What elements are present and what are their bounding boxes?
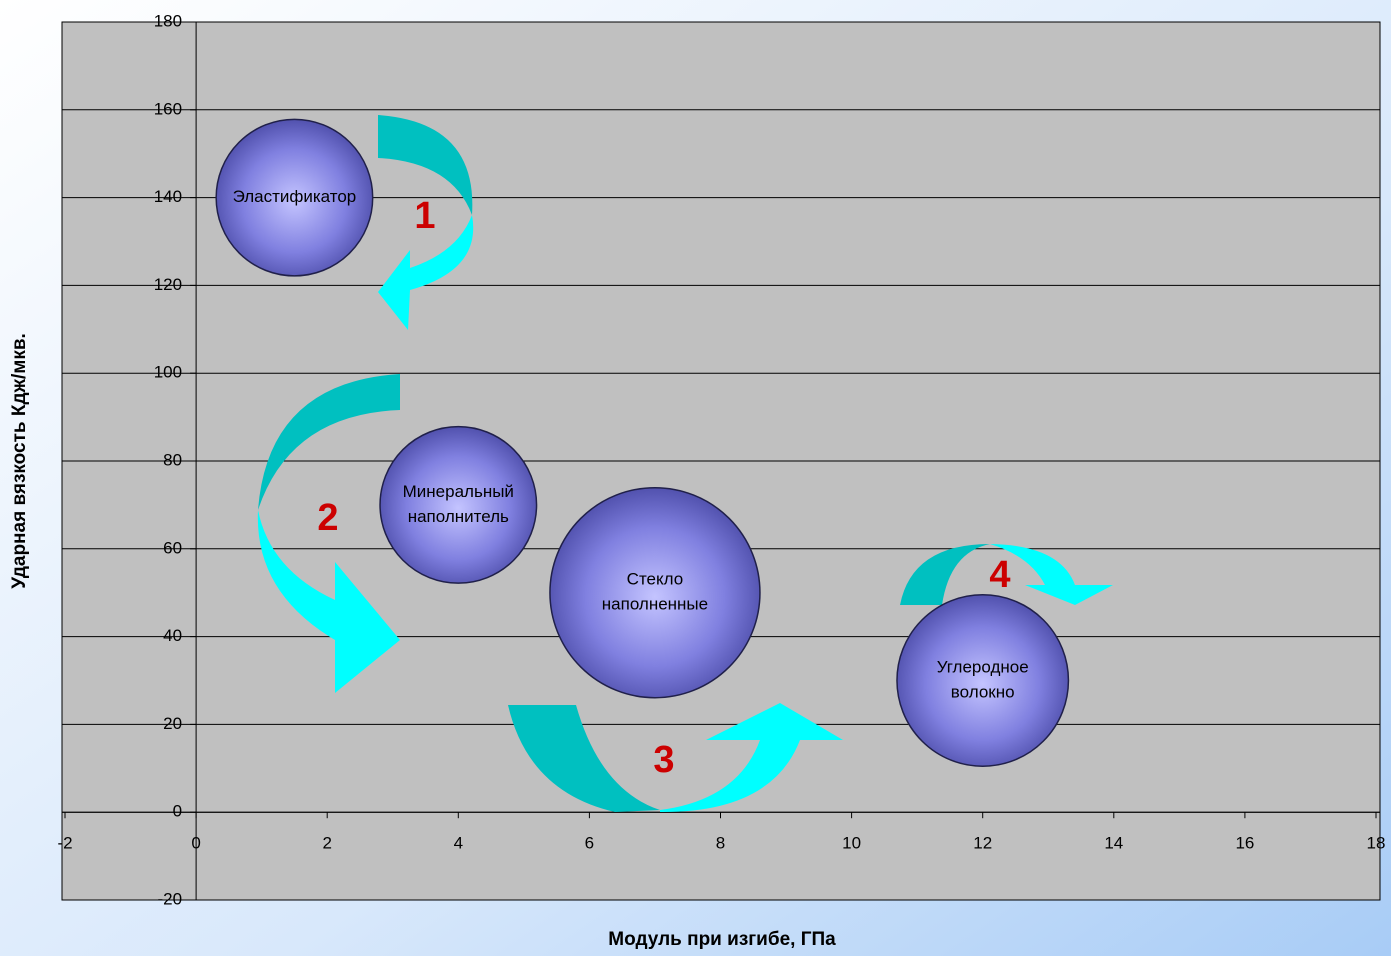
bubble-label: наполненные — [602, 595, 708, 614]
x-tick-label: 8 — [716, 834, 725, 853]
x-axis-title: Модуль при изгибе, ГПа — [608, 929, 836, 950]
bubble-label: волокно — [951, 682, 1015, 701]
y-axis-title: Ударная вязкость Кдж/мкв. — [9, 333, 30, 589]
bubble — [549, 486, 761, 699]
bubble — [896, 594, 1070, 767]
arrow — [378, 115, 473, 215]
bubble-label: Эластификатор — [233, 187, 357, 206]
bubble — [215, 118, 374, 277]
y-tick-label: 100 — [154, 363, 182, 382]
x-tick-label: -2 — [57, 834, 72, 853]
y-tick-label: 160 — [154, 99, 182, 118]
arrow — [258, 374, 400, 510]
step-number: 2 — [317, 497, 338, 539]
y-tick-label: 180 — [154, 11, 182, 30]
bubble-label: Стекло — [627, 570, 684, 589]
step-number: 1 — [414, 195, 435, 237]
arrow — [508, 705, 660, 812]
arrow — [660, 703, 843, 813]
bubble — [379, 425, 538, 584]
arrow — [900, 544, 990, 605]
x-tick-label: 4 — [454, 834, 463, 853]
x-tick-label: 10 — [842, 834, 861, 853]
y-tick-label: 40 — [163, 626, 182, 645]
step-number: 3 — [653, 739, 674, 781]
arrow — [990, 544, 1113, 605]
arrow — [378, 215, 474, 330]
bubble-label: наполнитель — [408, 507, 509, 526]
x-tick-label: 2 — [322, 834, 331, 853]
arrow — [257, 510, 400, 693]
bubble-label: Углеродное — [937, 657, 1029, 676]
y-tick-label: 0 — [173, 802, 182, 821]
y-tick-label: 20 — [163, 714, 182, 733]
x-tick-label: 12 — [973, 834, 992, 853]
x-tick-label: 18 — [1367, 834, 1386, 853]
y-tick-label: 80 — [163, 450, 182, 469]
step-number: 4 — [989, 554, 1010, 596]
x-tick-label: 14 — [1104, 834, 1123, 853]
y-tick-label: 120 — [154, 275, 182, 294]
x-tick-label: 16 — [1235, 834, 1254, 853]
x-tick-label: 6 — [585, 834, 594, 853]
bubble-label: Минеральный — [403, 482, 514, 501]
y-tick-label: 140 — [154, 187, 182, 206]
y-tick-label: -20 — [158, 889, 183, 908]
arrows — [257, 115, 1113, 813]
x-tick-label: 0 — [191, 834, 200, 853]
y-tick-label: 60 — [163, 538, 182, 557]
